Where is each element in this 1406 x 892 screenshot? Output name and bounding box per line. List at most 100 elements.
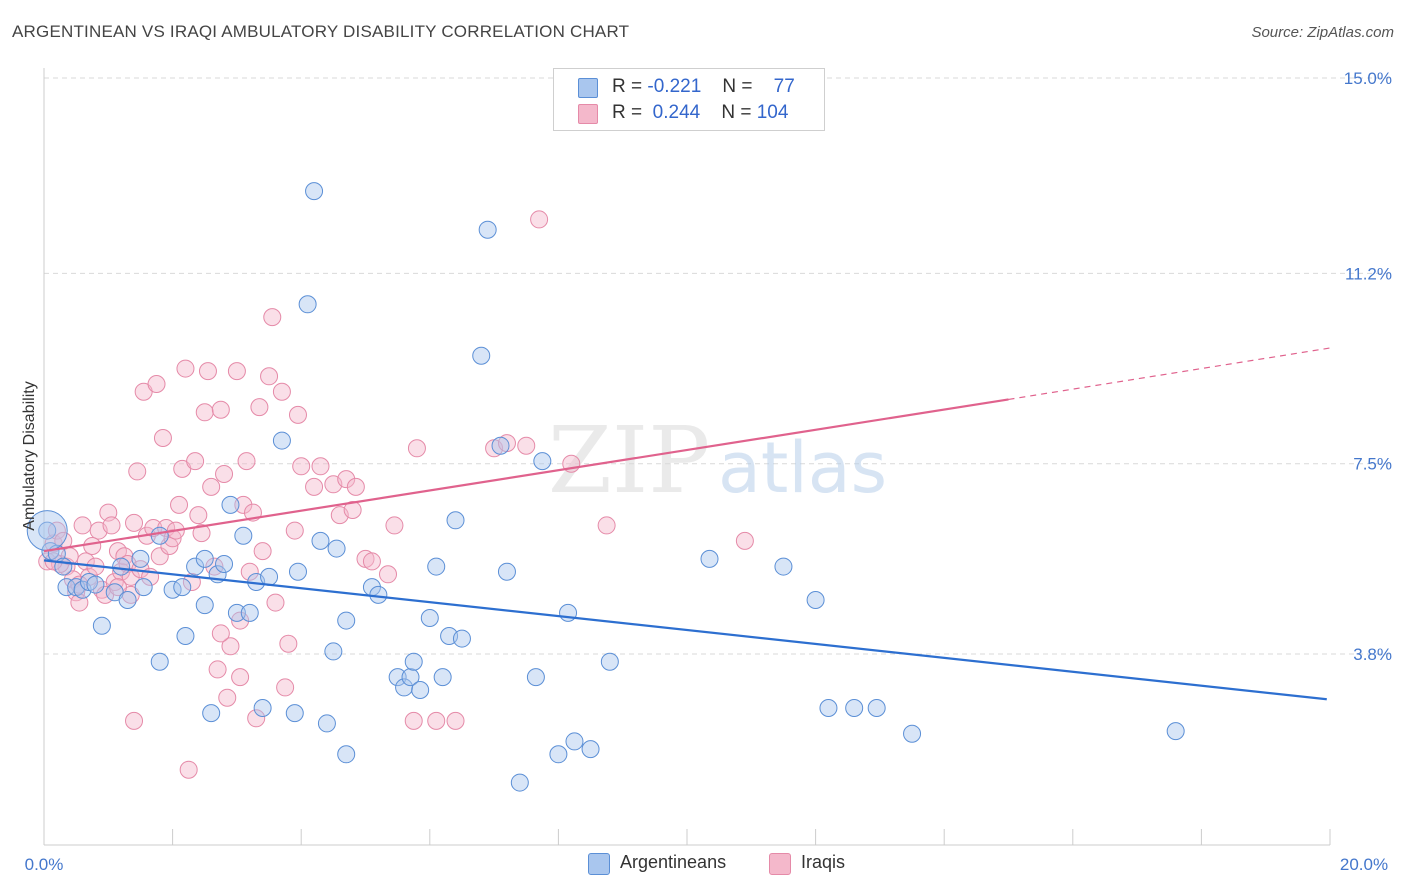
argentineans-point — [288, 562, 307, 581]
argentineans-point — [395, 678, 414, 697]
correlation-legend: R = -0.221 N = 77 R = 0.244 N = 104 — [553, 68, 825, 131]
argentineans-point — [472, 346, 491, 365]
argentineans-point — [195, 596, 214, 615]
iraqis-point — [427, 711, 446, 730]
argentineans-point — [1166, 722, 1185, 741]
iraqis-point — [530, 210, 549, 229]
iraqis-point — [288, 405, 307, 424]
legend-text: R = -0.221 N = 77 — [612, 76, 795, 98]
iraqis-point — [250, 398, 269, 417]
argentineans-point — [327, 539, 346, 558]
legend-r-label: R = — [612, 76, 643, 97]
argentineans-point — [215, 555, 234, 573]
argentineans-point — [202, 704, 221, 723]
argentineans-point — [404, 652, 423, 671]
argentineans-point — [150, 652, 169, 671]
iraqis-point — [211, 400, 230, 419]
argentineans-point — [533, 452, 552, 471]
tick-labels: 3.8% 7.5% 11.2% 15.0% 0.0% 20.0% Ambulatory Di… — [21, 69, 1392, 874]
iraqis-point — [253, 542, 272, 561]
argentineans-point — [285, 704, 304, 723]
y-tick-label: 15.0% — [1344, 69, 1392, 88]
iraqis-point — [198, 362, 217, 381]
argentineans-point — [420, 609, 439, 627]
iraqis-point — [279, 634, 298, 653]
legend-r-value: 0.244 — [652, 102, 701, 123]
watermark-zip: ZIP — [548, 407, 710, 514]
y-tick-label: 3.8% — [1353, 645, 1392, 664]
argentineans-point — [298, 295, 317, 314]
iraqis-point — [404, 711, 423, 730]
iraqis-point — [517, 436, 536, 455]
iraqis-point — [260, 367, 279, 386]
bottom-legend-label: Argentineans — [620, 852, 727, 872]
iraqis-point — [125, 711, 144, 730]
iraqis-point — [285, 521, 304, 540]
legend-n-label: N = — [722, 76, 753, 97]
argentineans-point — [411, 681, 430, 699]
legend-n-label: N = — [721, 102, 752, 123]
iraqis-point — [272, 382, 291, 401]
iraqis-point — [237, 452, 256, 471]
argentineans-point — [253, 699, 272, 717]
argentineans-point — [446, 511, 465, 530]
iraqis-point — [208, 660, 227, 679]
argentineans-point — [118, 591, 137, 609]
iraqis-point — [218, 688, 237, 707]
argentineans-point — [491, 436, 510, 455]
iraqis-point — [215, 465, 234, 483]
trend-lines — [43, 347, 1331, 701]
iraqis-trend-line — [43, 398, 1009, 553]
x-tick-label: 0.0% — [25, 855, 64, 874]
argentineans-point — [337, 745, 356, 764]
argentineans-point — [581, 740, 600, 759]
iraqis-point — [105, 573, 124, 591]
iraqis-point — [292, 457, 311, 476]
iraqis-point — [147, 375, 166, 393]
iraqis-point — [231, 668, 250, 687]
y-tick-label: 11.2% — [1345, 264, 1392, 283]
iraqis-point — [305, 477, 324, 496]
argentineans-point — [305, 182, 324, 201]
legend-r-label: R = — [612, 102, 643, 123]
iraqis-point — [446, 711, 465, 730]
x-tick-label: 20.0% — [1340, 855, 1388, 874]
chart-source: Source: ZipAtlas.com — [1251, 24, 1394, 41]
iraqis-point — [379, 565, 398, 584]
argentineans-point — [565, 732, 584, 751]
iraqis-point — [176, 359, 195, 378]
chart-title: ARGENTINEAN VS IRAQI AMBULATORY DISABILI… — [12, 22, 630, 41]
argentineans-point — [526, 668, 545, 687]
argentineans-point — [234, 526, 253, 545]
argentineans-point — [867, 699, 886, 717]
iraqis-point — [337, 470, 356, 489]
watermark: ZIP atlas — [548, 407, 887, 514]
argentineans-point — [240, 603, 259, 622]
legend-r-value: -0.221 — [647, 76, 702, 97]
iraqis-point — [128, 462, 147, 481]
argentineans-point — [388, 668, 407, 687]
argentineans-point — [845, 699, 864, 717]
argentineans-point — [150, 526, 169, 545]
argentineans-point — [221, 495, 240, 514]
iraqis-point — [407, 439, 426, 458]
argentineans-point — [195, 549, 214, 568]
argentineans-point — [86, 575, 105, 594]
legend-n-value: 104 — [756, 102, 789, 123]
iraqis-point — [47, 521, 66, 540]
iraqis-point — [276, 678, 295, 697]
argentineans-point — [131, 549, 150, 568]
argentineans-trend-line — [43, 559, 1327, 701]
argentineans-point — [806, 591, 825, 609]
iraqis-point — [73, 516, 92, 535]
argentineans-point — [433, 668, 452, 687]
iraqis-point — [735, 531, 754, 550]
watermark-atlas: atlas — [718, 427, 887, 509]
argentineans-point — [497, 562, 516, 581]
argentineans-point — [452, 629, 471, 648]
axes — [43, 68, 1331, 846]
argentineans-point — [317, 714, 336, 733]
argentineans-point — [401, 668, 420, 687]
iraqis-point — [362, 552, 381, 571]
